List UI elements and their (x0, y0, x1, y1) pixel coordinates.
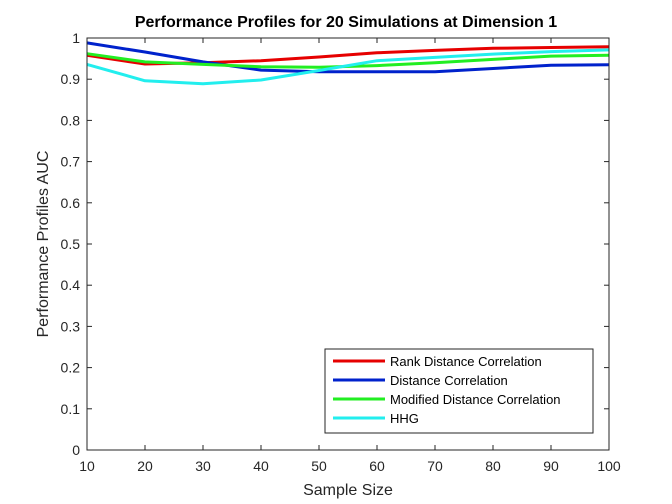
series-line-3 (86, 48, 610, 86)
y-tick-label: 0.9 (61, 71, 81, 87)
legend-label: Modified Distance Correlation (390, 392, 561, 407)
legend-label: Distance Correlation (390, 373, 508, 388)
x-tick-label: 90 (543, 458, 559, 474)
y-axis-label: Performance Profiles AUC (35, 151, 52, 338)
y-tick-label: 0.8 (61, 112, 81, 128)
series-line-1 (86, 41, 610, 74)
y-tick-label: 0 (72, 442, 80, 458)
x-axis-ticks: 10 20 30 40 50 60 70 80 90 100 (79, 38, 621, 474)
x-tick-label: 40 (253, 458, 269, 474)
y-axis-ticks: 0 0.1 0.2 0.3 0.4 0.5 0.6 0.7 0.8 0.9 1 (61, 30, 609, 458)
legend-label: HHG (390, 411, 419, 426)
plot-frame (86, 37, 610, 451)
y-tick-label: 0.1 (61, 401, 81, 417)
y-tick-label: 0.6 (61, 195, 81, 211)
x-tick-label: 30 (195, 458, 211, 474)
x-tick-label: 60 (369, 458, 385, 474)
x-tick-label: 80 (485, 458, 501, 474)
y-tick-label: 1 (72, 30, 80, 46)
y-tick-label: 0.7 (61, 154, 81, 170)
legend: Rank Distance Correlation Distance Correl… (324, 348, 594, 434)
x-axis-label: Sample Size (303, 482, 393, 499)
x-tick-label: 50 (311, 458, 327, 474)
y-tick-label: 0.5 (61, 236, 81, 252)
chart-title: Performance Profiles for 20 Simulations … (135, 14, 557, 31)
x-tick-label: 70 (427, 458, 443, 474)
series-lines (86, 41, 610, 86)
x-tick-label: 10 (79, 458, 95, 474)
x-tick-label: 100 (597, 458, 621, 474)
x-tick-label: 20 (137, 458, 153, 474)
y-tick-label: 0.4 (61, 277, 81, 293)
y-tick-label: 0.2 (61, 360, 81, 376)
y-tick-label: 0.3 (61, 318, 81, 334)
legend-label: Rank Distance Correlation (390, 354, 542, 369)
